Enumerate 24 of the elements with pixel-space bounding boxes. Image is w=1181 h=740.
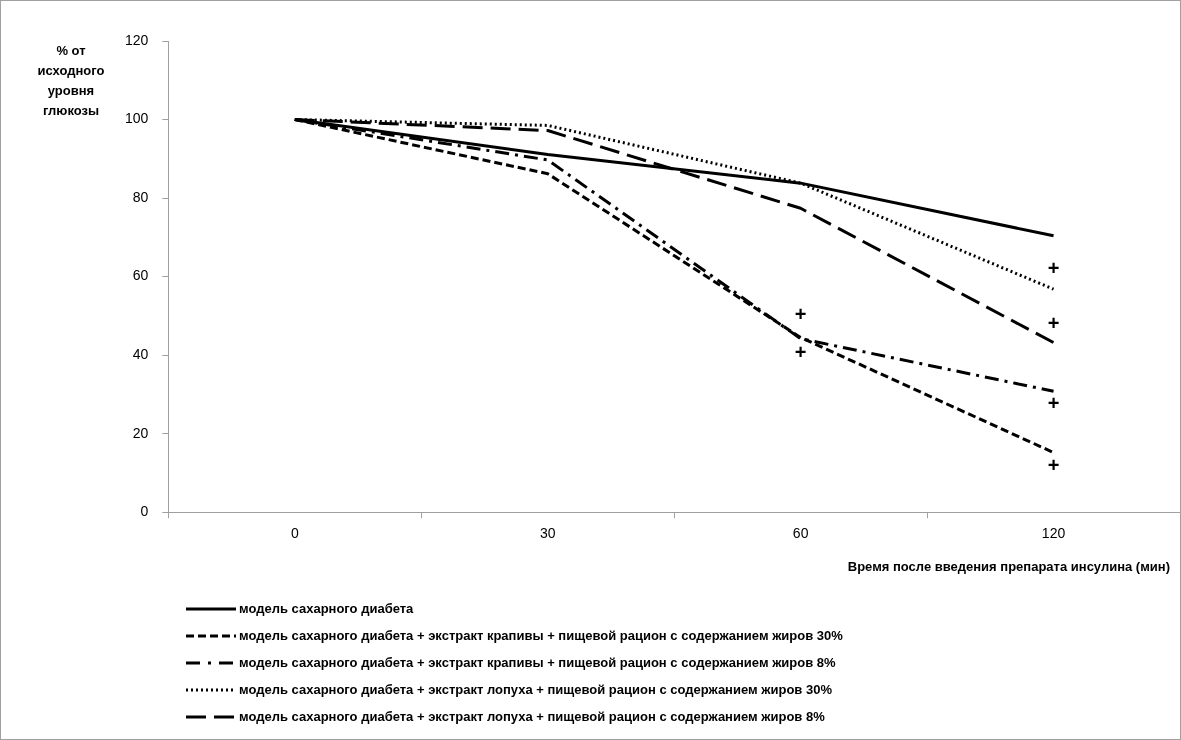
- annotation: +: [1047, 391, 1060, 414]
- legend-label: модель сахарного диабета + экстракт крапивы + пищевой рацион с содержанием жиров 30%: [239, 628, 843, 643]
- x-tick-label: 60: [792, 525, 809, 542]
- y-axis-title: % от исходного уровня глюкозы: [36, 42, 106, 120]
- annotation: +: [794, 341, 807, 364]
- legend-label: модель сахарного диабета + экстракт крапивы + пищевой рацион с содержанием жиров 8%: [239, 655, 836, 670]
- y-tick-label: 60: [132, 267, 149, 284]
- x-tick-label: 120: [1041, 525, 1066, 542]
- y-tick-label: 100: [125, 110, 149, 127]
- y-tick-label: 80: [132, 188, 149, 205]
- y-tick-label: 40: [132, 345, 149, 362]
- annotation: +: [1047, 312, 1060, 335]
- annotation: +: [1047, 256, 1060, 279]
- annotation: +: [794, 302, 807, 325]
- legend-label: модель сахарного диабета + экстракт лопуха + пищевой рацион с содержанием жиров 30%: [239, 682, 832, 697]
- x-tick-label: 0: [290, 525, 299, 542]
- x-tick-label: 30: [539, 525, 556, 542]
- y-tick-label: 20: [132, 424, 149, 441]
- legend-label: модель сахарного диабета: [239, 601, 414, 616]
- legend-label: модель сахарного диабета + экстракт лопуха + пищевой рацион с содержанием жиров 8%: [239, 709, 825, 724]
- x-axis-title: Время после введения препарата инсулина (мин): [847, 559, 1170, 574]
- y-tick-label: 0: [140, 503, 149, 520]
- annotation: +: [1047, 454, 1060, 477]
- y-tick-label: 120: [125, 31, 149, 48]
